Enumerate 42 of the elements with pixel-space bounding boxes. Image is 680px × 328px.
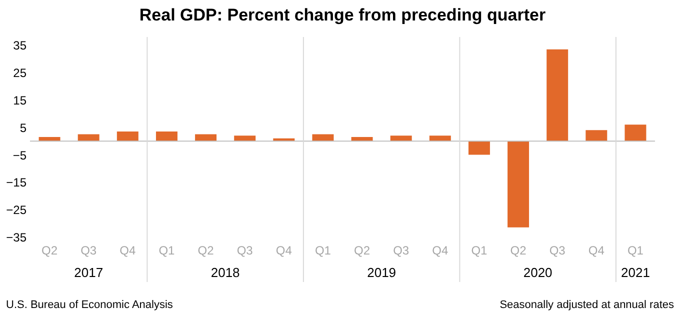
y-tick-label: −15 [6, 176, 27, 190]
x-tick-label: Q2 [354, 244, 370, 258]
x-tick-label: Q4 [276, 244, 292, 258]
bar [468, 141, 490, 155]
x-tick-label: Q2 [510, 244, 527, 258]
x-tick-label: Q1 [158, 244, 176, 258]
text: U.S. Bureau of Economic Analysis [6, 299, 173, 311]
bar [390, 136, 412, 142]
bar [156, 132, 178, 142]
text: 2021 [621, 265, 650, 280]
x-tick-label: Q4 [588, 244, 605, 258]
y-tick-label: −35 [6, 230, 27, 244]
x-tick-label: Q1 [471, 244, 488, 258]
x-tick-label: Q1 [627, 244, 644, 258]
y-tick-label: 35 [13, 38, 27, 53]
y-tick-label: −25 [6, 203, 27, 218]
x-tick-label: Q3 [236, 244, 254, 258]
chart-title: Real GDP: Percent change from preceding quarter [139, 6, 546, 24]
bar [429, 136, 451, 142]
text: 2017 [74, 265, 104, 280]
bar [234, 136, 256, 142]
x-tick-label: Q2 [42, 244, 58, 258]
text: 2019 [367, 265, 396, 280]
x-tick-label: Q3 [393, 244, 410, 258]
x-tick-label: Q2 [198, 244, 214, 258]
x-tick-label: Q3 [549, 244, 566, 258]
x-tick-label: Q4 [120, 244, 136, 258]
y-tick-label: 15 [13, 94, 27, 108]
bar [624, 124, 646, 142]
text: 2020 [523, 265, 552, 280]
x-tick-label: Q3 [80, 244, 97, 258]
x-tick-label: Q4 [432, 244, 448, 258]
bar [586, 130, 608, 142]
bar [546, 49, 568, 142]
y-tick-label: −5 [12, 148, 27, 162]
y-tick-label: 25 [13, 66, 27, 80]
bar [508, 141, 530, 228]
bar [116, 132, 138, 142]
x-tick-label: Q1 [314, 244, 332, 258]
text: Seasonally adjusted at annual rates [500, 299, 674, 311]
text: 2018 [210, 265, 240, 280]
y-tick-label: 5 [20, 120, 27, 135]
